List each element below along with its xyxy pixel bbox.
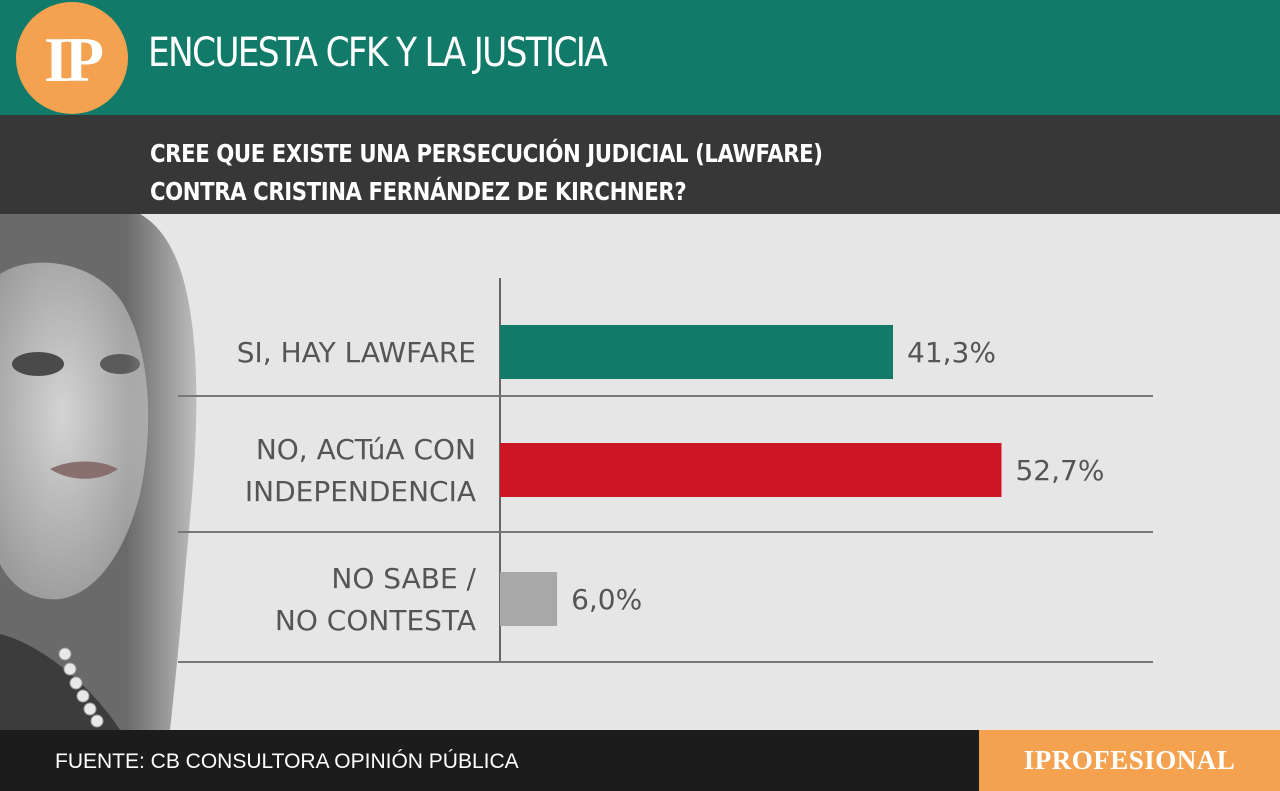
question-line-1: CREE QUE EXISTE UNA PERSECUCIÓN JUDICIAL… [150,139,823,168]
bar-2 [500,443,1002,497]
category-label-3-1: NO SABE / [331,562,476,595]
bar-3 [500,572,558,626]
survey-question: CREE QUE EXISTE UNA PERSECUCIÓN JUDICIAL… [150,135,823,211]
value-label-1: 41,3% [907,336,996,369]
bar-1 [500,325,893,379]
value-label-3: 6,0% [571,583,642,616]
header-bar: IP ENCUESTA CFK Y LA JUSTICIA [0,0,1280,115]
ip-logo: IP [16,2,128,114]
category-label-2-2: INDEPENDENCIA [245,475,476,508]
page-title: ENCUESTA CFK Y LA JUSTICIA [148,30,608,76]
brand-logo: IPROFESIONAL [979,730,1280,791]
value-label-2: 52,7% [1015,454,1104,487]
category-label-1-1: SI, HAY LAWFARE [237,336,476,369]
bar-chart: 41,3% SI, HAY LAWFARE 52,7% NO, ACTúA CON IN… [178,278,1153,663]
source-note: FUENTE: CB CONSULTORA OPINIÓN PÚBLICA [55,750,519,773]
category-label-3-2: NO CONTESTA [275,604,476,637]
category-label-2-1: NO, ACTúA CON [256,433,476,466]
portrait-image [0,214,230,730]
question-line-2: CONTRA CRISTINA FERNÁNDEZ DE KIRCHNER? [150,177,687,206]
question-bar: CREE QUE EXISTE UNA PERSECUCIÓN JUDICIAL… [0,115,1280,214]
footer-bar: FUENTE: CB CONSULTORA OPINIÓN PÚBLICA IP… [0,730,1280,791]
